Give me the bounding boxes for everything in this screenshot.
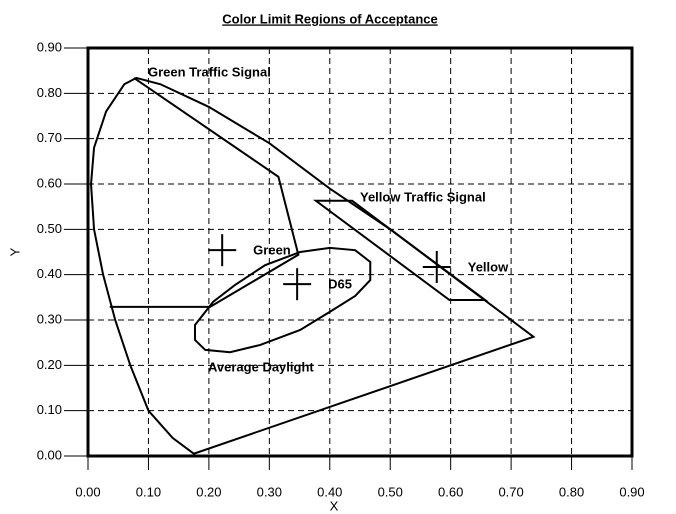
x-tick-label: 0.30	[257, 484, 282, 499]
y-tick-label: 0.70	[37, 130, 62, 145]
annotation: Average Daylight	[208, 359, 314, 374]
point-label: Yellow	[468, 259, 509, 274]
y-tick-label: 0.60	[37, 175, 62, 190]
y-axis-label: Y	[7, 247, 22, 256]
x-tick-label: 0.00	[75, 484, 100, 499]
point-label: D65	[328, 277, 352, 292]
crosshair-marker	[422, 250, 451, 283]
crosshair-marker	[208, 234, 237, 267]
x-tick-label: 0.10	[136, 484, 161, 499]
chart-title: Color Limit Regions of Acceptance	[222, 11, 438, 26]
y-tick-label: 0.40	[37, 266, 62, 281]
y-tick-label: 0.10	[37, 402, 62, 417]
region-outline	[193, 246, 372, 354]
x-tick-label: 0.90	[619, 484, 644, 499]
y-tick-label: 0.90	[37, 39, 62, 54]
annotation: Yellow Traffic Signal	[360, 189, 486, 204]
region-outline	[312, 199, 489, 302]
x-tick-label: 0.80	[559, 484, 584, 499]
x-tick-label: 0.50	[378, 484, 403, 499]
y-tick-label: 0.50	[37, 221, 62, 236]
x-axis-label: X	[330, 498, 339, 513]
y-tick-label: 0.30	[37, 311, 62, 326]
x-tick-label: 0.40	[317, 484, 342, 499]
x-tick-label: 0.70	[498, 484, 523, 499]
y-tick-label: 0.80	[37, 85, 62, 100]
x-tick-label: 0.20	[196, 484, 221, 499]
y-tick-label: 0.20	[37, 357, 62, 372]
x-tick-label: 0.60	[438, 484, 463, 499]
region-outline	[109, 77, 300, 308]
plot-frame	[86, 46, 634, 458]
y-tick-label: 0.00	[37, 447, 62, 462]
annotation: Green Traffic Signal	[148, 64, 271, 79]
crosshair-marker	[283, 268, 312, 301]
point-label: Green	[253, 243, 291, 258]
